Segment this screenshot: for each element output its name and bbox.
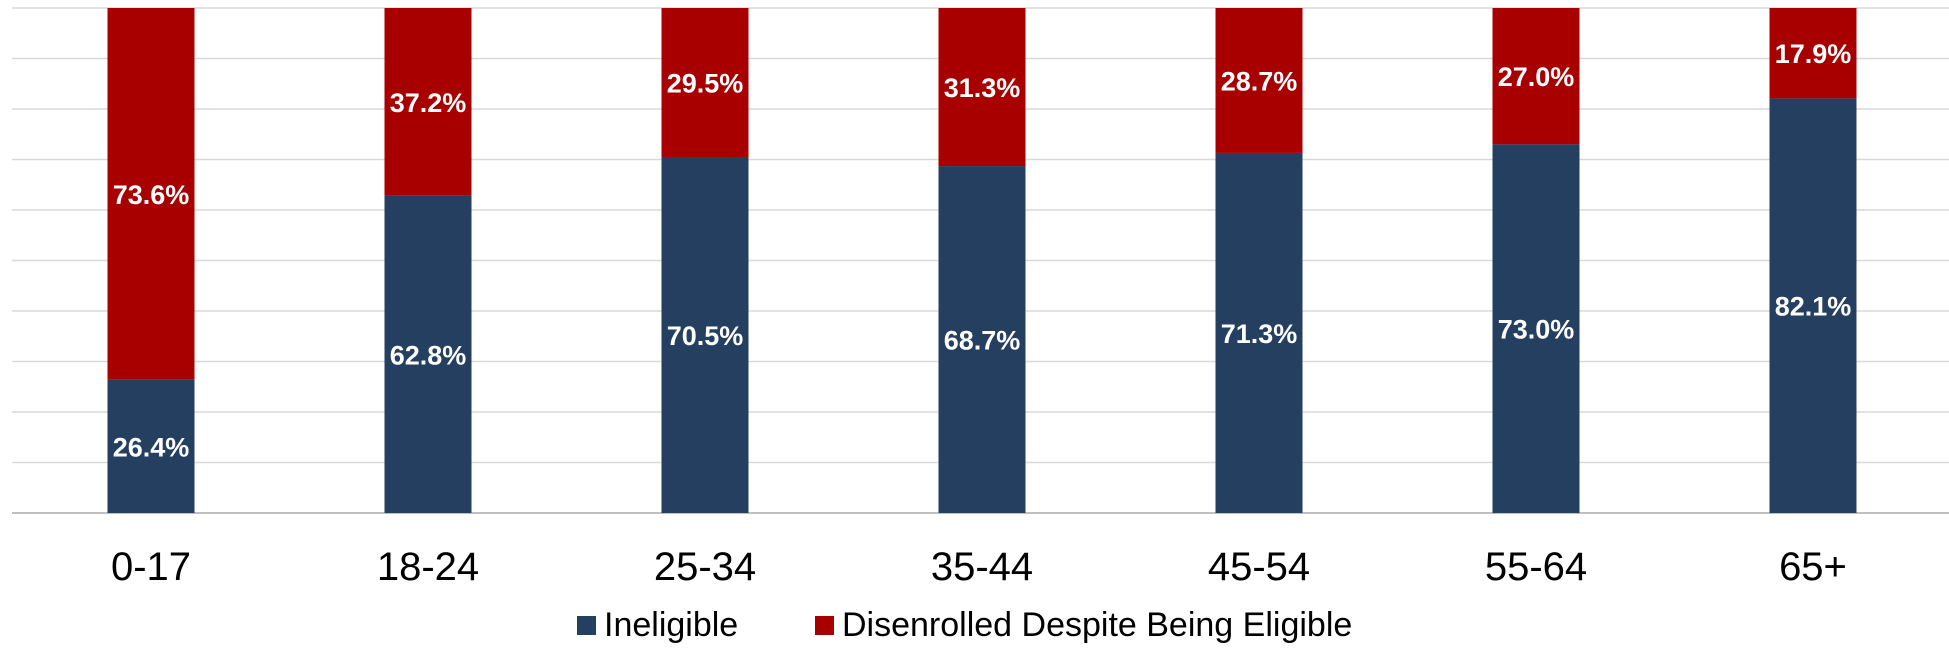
- legend-swatch-disenrolled: [815, 616, 834, 635]
- data-label: 82.1%: [1775, 292, 1852, 322]
- bar-ineligible-35-44: [938, 166, 1026, 513]
- data-label: 29.5%: [667, 68, 744, 98]
- legend-label: Disenrolled Despite Being Eligible: [842, 606, 1352, 644]
- x-tick-label: 35-44: [931, 545, 1033, 589]
- data-label: 70.5%: [667, 321, 744, 351]
- data-label: 62.8%: [390, 340, 467, 370]
- x-tick-label: 55-64: [1485, 545, 1587, 589]
- x-tick-label: 18-24: [377, 545, 479, 589]
- bar-disenrolled-55-64: [1492, 8, 1580, 145]
- data-label: 17.9%: [1775, 39, 1852, 69]
- data-label: 73.6%: [113, 180, 190, 210]
- data-label: 68.7%: [944, 326, 1021, 356]
- bar-disenrolled-18-24: [384, 8, 472, 196]
- data-label: 71.3%: [1221, 319, 1298, 349]
- legend-label: Ineligible: [604, 606, 738, 644]
- bar-disenrolled-25-34: [661, 8, 749, 157]
- bar-disenrolled-0-17: [107, 8, 195, 380]
- data-labels: 26.4% 73.6% 62.8% 37.2% 70.5% 29.5% 68.7% 31.3%…: [113, 39, 1852, 462]
- bar-disenrolled-35-44: [938, 8, 1026, 167]
- data-label: 27.0%: [1498, 62, 1575, 92]
- x-axis: 0-17 18-24 25-34 35-44 45-54 55-64 65+: [111, 545, 1847, 589]
- bar-ineligible-55-64: [1492, 144, 1580, 513]
- bar-ineligible-25-34: [661, 156, 749, 513]
- x-tick-label: 45-54: [1208, 545, 1310, 589]
- bar-ineligible-0-17: [107, 379, 195, 513]
- legend: Ineligible Disenrolled Despite Being Elig…: [577, 606, 1352, 644]
- bar-ineligible-65+: [1769, 98, 1857, 514]
- x-tick-label: 25-34: [654, 545, 756, 589]
- data-label: 73.0%: [1498, 315, 1575, 345]
- data-label: 31.3%: [944, 73, 1021, 103]
- bar-disenrolled-45-54: [1215, 8, 1303, 153]
- data-label: 37.2%: [390, 88, 467, 118]
- bars: [107, 8, 1857, 514]
- bar-disenrolled-65+: [1769, 8, 1857, 99]
- data-label: 26.4%: [113, 432, 190, 462]
- x-tick-label: 65+: [1779, 545, 1847, 589]
- bar-ineligible-18-24: [384, 195, 472, 514]
- x-tick-label: 0-17: [111, 545, 191, 589]
- legend-swatch-ineligible: [577, 616, 596, 635]
- bar-ineligible-45-54: [1215, 152, 1303, 513]
- data-label: 28.7%: [1221, 66, 1298, 96]
